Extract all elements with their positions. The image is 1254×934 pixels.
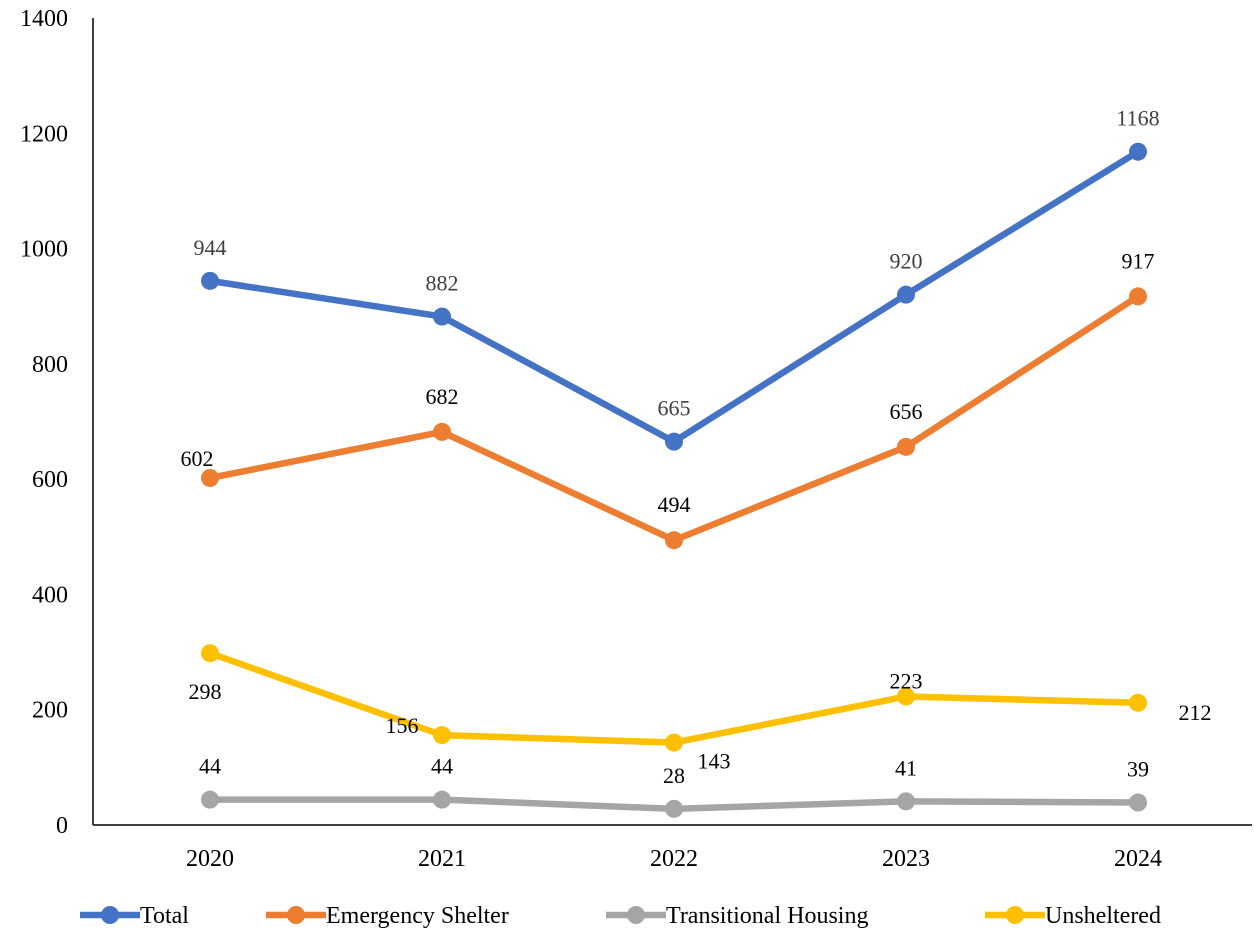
data-label-emergency-shelter: 917	[1122, 248, 1155, 273]
data-label-total: 944	[194, 235, 227, 260]
data-label-transitional-housing: 39	[1127, 757, 1149, 782]
data-label-emergency-shelter: 656	[890, 399, 923, 424]
legend: Total Emergency Shelter Transitional Housi…	[80, 903, 1161, 929]
data-point-total	[897, 285, 915, 304]
data-point-transitional-housing	[1129, 793, 1147, 812]
data-point-transitional-housing	[433, 790, 451, 809]
data-point-unsheltered	[897, 687, 915, 706]
y-tick-label: 200	[32, 698, 68, 724]
x-tick-label: 2022	[650, 846, 698, 872]
y-tick-label: 1400	[20, 6, 68, 32]
y-tick-label: 1200	[20, 121, 68, 147]
legend-label-total: Total	[140, 903, 189, 929]
data-label-transitional-housing: 41	[895, 755, 917, 780]
series-line-unsheltered	[206, 649, 1142, 746]
y-tick-label: 600	[32, 467, 68, 493]
data-point-emergency-shelter	[665, 531, 683, 550]
data-label-unsheltered: 212	[1179, 700, 1212, 725]
data-label-total: 1168	[1116, 106, 1159, 131]
data-point-transitional-housing	[897, 792, 915, 811]
data-label-total: 882	[426, 271, 459, 296]
data-labels: 944 882 665 920 1168 602 682 494 656 917 44 44 28 41 3…	[181, 106, 1212, 788]
data-label-emergency-shelter: 602	[181, 446, 214, 471]
axes: 0 200 400 600 800 1000 1200 1400 2020 2021 2022 202…	[20, 6, 1252, 872]
data-point-unsheltered	[433, 726, 451, 745]
x-tick-label: 2023	[882, 846, 930, 872]
data-label-emergency-shelter: 494	[658, 492, 691, 517]
x-tick-label: 2021	[418, 846, 466, 872]
data-point-transitional-housing	[201, 790, 219, 809]
data-point-emergency-shelter	[201, 468, 219, 487]
legend-label-transitional-housing: Transitional Housing	[666, 903, 868, 929]
data-point-total	[665, 432, 683, 451]
data-point-emergency-shelter	[433, 422, 451, 441]
y-tick-label: 400	[32, 582, 68, 608]
data-label-total: 665	[658, 396, 691, 421]
x-tick-label: 2024	[1114, 846, 1162, 872]
data-label-unsheltered: 156	[386, 713, 419, 738]
data-label-transitional-housing: 44	[199, 754, 221, 779]
data-label-emergency-shelter: 682	[426, 384, 459, 409]
data-point-total	[433, 307, 451, 326]
data-label-unsheltered: 143	[698, 749, 731, 774]
legend-label-emergency-shelter: Emergency Shelter	[326, 903, 509, 929]
y-tick-label: 1000	[20, 237, 68, 263]
plot-area	[201, 142, 1147, 818]
legend-label-unsheltered: Unsheltered	[1045, 903, 1161, 929]
legend-marker-emergency-shelter	[287, 906, 305, 924]
legend-marker-unsheltered	[1006, 906, 1024, 924]
data-point-emergency-shelter	[897, 437, 915, 456]
data-point-emergency-shelter	[1129, 287, 1147, 306]
data-label-transitional-housing: 44	[431, 754, 453, 779]
data-point-unsheltered	[201, 644, 219, 663]
y-tick-label: 0	[56, 813, 68, 839]
x-tick-label: 2020	[186, 846, 234, 872]
data-point-total	[201, 271, 219, 290]
data-point-unsheltered	[665, 733, 683, 752]
data-label-unsheltered: 298	[189, 679, 222, 704]
data-label-transitional-housing: 28	[663, 763, 685, 788]
data-label-total: 920	[890, 249, 923, 274]
data-point-total	[1129, 142, 1147, 161]
legend-marker-total	[101, 906, 119, 924]
legend-marker-transitional-housing	[627, 906, 645, 924]
data-label-unsheltered: 223	[890, 668, 923, 693]
data-point-unsheltered	[1129, 693, 1147, 712]
y-tick-label: 800	[32, 352, 68, 378]
data-point-transitional-housing	[665, 799, 683, 818]
